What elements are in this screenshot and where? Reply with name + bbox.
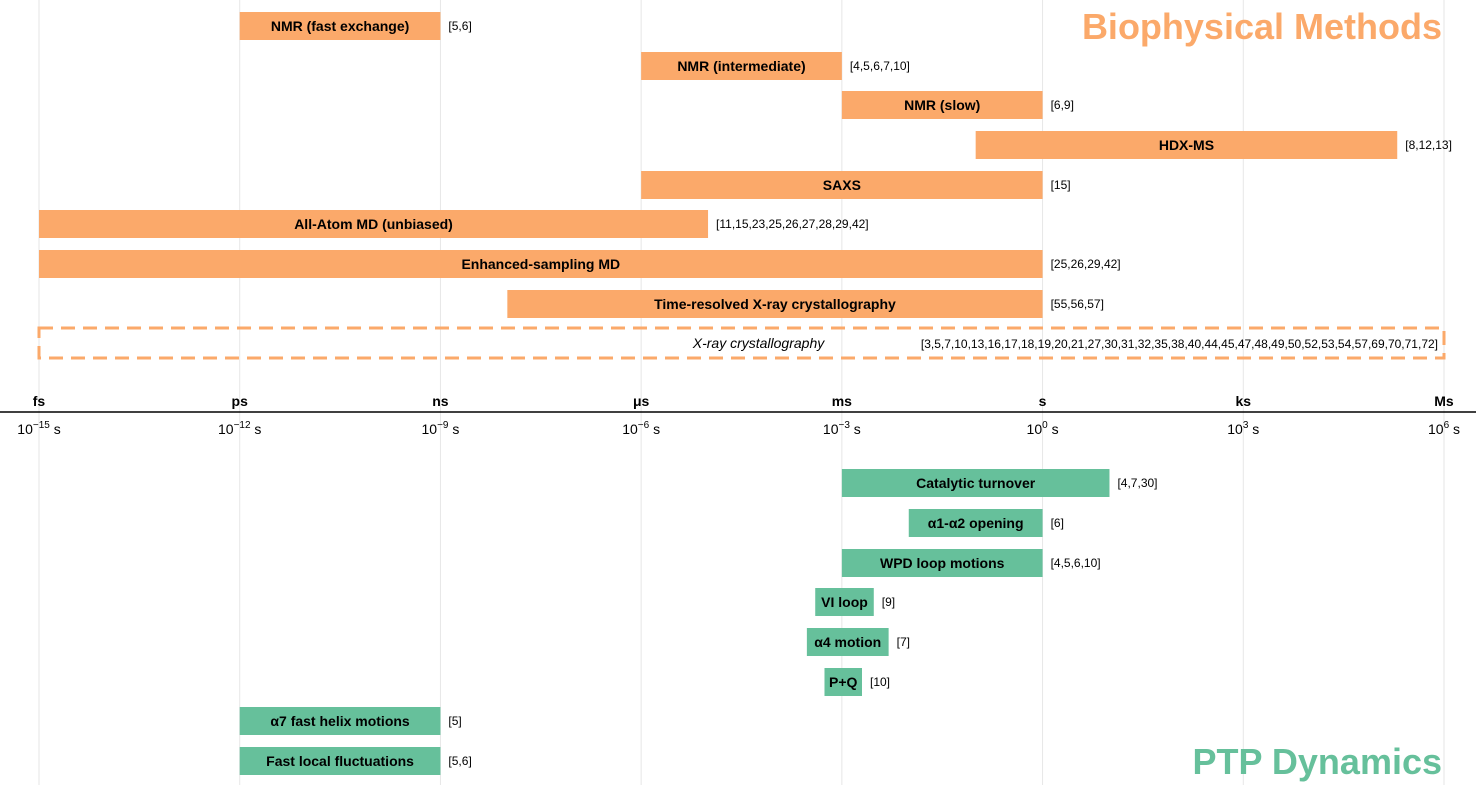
time-axis: fs 10−15 s ps 10−12 s ns 10−9 s μs 10−6 s ms 10−3… xyxy=(0,393,1476,437)
dynamics-bar-4-motion: α4 motion [7] xyxy=(806,628,910,656)
dynamics-bar-catalytic-turnover: Catalytic turnover [4,7,30] xyxy=(841,469,1158,497)
method-bar-ref: [6,9] xyxy=(1051,98,1074,112)
method-bar-all-atom-md-unbiased: All-Atom MD (unbiased) [11,15,23,25,26,27… xyxy=(39,210,869,238)
dynamics-bar-label: Fast local fluctuations xyxy=(266,753,414,769)
method-bar-time-resolved-x-ray-crystallography: Time-resolved X-ray crystallography [55,5… xyxy=(507,290,1104,318)
tick-unit-fs: fs xyxy=(33,393,46,409)
dynamics-bar-7-fast-helix-motions: α7 fast helix motions [5] xyxy=(239,707,462,735)
method-bar-nmr-fast-exchange: NMR (fast exchange) [5,6] xyxy=(239,12,472,40)
tick-unit-s: μs xyxy=(633,393,650,409)
tick-unit-ms: ms xyxy=(832,393,852,409)
tick-power-ks: 103 s xyxy=(1227,420,1259,437)
dynamics-bar-p-q: P+Q [10] xyxy=(824,668,890,696)
dynamics-bar-label: Catalytic turnover xyxy=(916,475,1036,491)
tick-power-s: 10−6 s xyxy=(622,420,660,437)
method-bar-label: X-ray crystallography xyxy=(692,335,825,351)
method-bar-ref: [5,6] xyxy=(448,19,471,33)
method-bar-label: Time-resolved X-ray crystallography xyxy=(654,296,896,312)
methods-section-title: Biophysical Methods xyxy=(1082,6,1442,47)
dynamics-bar-ref: [10] xyxy=(870,675,890,689)
tick-power-ms: 10−3 s xyxy=(823,420,861,437)
dynamics-bar-label: VI loop xyxy=(821,594,868,610)
tick-power-s: 100 s xyxy=(1027,420,1059,437)
dynamics-bar-ref: [4,5,6,10] xyxy=(1051,556,1101,570)
method-bar-saxs: SAXS [15] xyxy=(641,171,1071,199)
dynamics-bar-ref: [4,7,30] xyxy=(1117,476,1157,490)
tick-unit-ms: Ms xyxy=(1434,393,1454,409)
dynamics-bar-rect xyxy=(815,588,874,616)
method-bar-enhanced-sampling-md: Enhanced-sampling MD [25,26,29,42] xyxy=(39,250,1121,278)
method-bar-rect xyxy=(841,91,1043,119)
method-bar-ref: [11,15,23,25,26,27,28,29,42] xyxy=(716,217,869,231)
dynamics-bar-ref: [5] xyxy=(448,714,461,728)
tick-power-ms: 106 s xyxy=(1428,420,1460,437)
dynamics-bar-ref: [9] xyxy=(882,595,895,609)
method-bar-label: SAXS xyxy=(823,177,861,193)
dynamics-bar-rect xyxy=(239,747,441,775)
dynamics-bar-label: α4 motion xyxy=(814,634,881,650)
dynamics-bar-rect xyxy=(841,549,1043,577)
dynamics-bar-rect xyxy=(841,469,1110,497)
method-bar-nmr-intermediate: NMR (intermediate) [4,5,6,7,10] xyxy=(641,52,910,80)
dynamics-section-title: PTP Dynamics xyxy=(1193,741,1442,782)
tick-unit-ks: ks xyxy=(1235,393,1251,409)
dynamics-bar-label: P+Q xyxy=(829,674,858,690)
method-bar-rect xyxy=(39,250,1043,278)
tick-unit-s: s xyxy=(1039,393,1047,409)
dynamics-bar-label: α1-α2 opening xyxy=(928,515,1024,531)
method-bar-rect xyxy=(975,131,1398,159)
method-bar-rect xyxy=(641,52,842,80)
dynamics-bar-rect xyxy=(806,628,889,656)
tick-power-ps: 10−12 s xyxy=(218,420,261,437)
method-bar-rect xyxy=(641,171,1043,199)
method-bar-rect xyxy=(239,12,441,40)
method-bar-ref: [15] xyxy=(1051,178,1071,192)
dynamics-bar-fast-local-fluctuations: Fast local fluctuations [5,6] xyxy=(239,747,472,775)
dynamics-bar-rect xyxy=(824,668,862,696)
method-bar-rect xyxy=(37,326,1446,360)
method-bar-hdx-ms: HDX-MS [8,12,13] xyxy=(975,131,1452,159)
dynamics-bar-rect xyxy=(908,509,1043,537)
method-bar-label: HDX-MS xyxy=(1159,137,1214,153)
dynamics-bar-label: WPD loop motions xyxy=(880,555,1005,571)
dynamics-bar-1-2-opening: α1-α2 opening [6] xyxy=(908,509,1064,537)
dynamics-bar-rect xyxy=(239,707,441,735)
method-bar-nmr-slow: NMR (slow) [6,9] xyxy=(841,91,1074,119)
method-bar-x-ray-crystallography: X-ray crystallography [3,5,7,10,13,16,17,… xyxy=(37,326,1446,360)
dynamics-bar-vi-loop: VI loop [9] xyxy=(815,588,895,616)
method-bar-label: NMR (intermediate) xyxy=(677,58,805,74)
tick-power-ns: 10−9 s xyxy=(421,420,459,437)
method-bar-ref: [3,5,7,10,13,16,17,18,19,20,21,27,30,31,… xyxy=(921,337,1438,351)
method-bar-ref: [25,26,29,42] xyxy=(1051,257,1121,271)
dynamics-bar-label: α7 fast helix motions xyxy=(270,713,410,729)
method-bar-label: All-Atom MD (unbiased) xyxy=(294,216,453,232)
method-bar-ref: [8,12,13] xyxy=(1405,138,1452,152)
method-bar-label: NMR (slow) xyxy=(904,97,980,113)
dynamics-bar-wpd-loop-motions: WPD loop motions [4,5,6,10] xyxy=(841,549,1101,577)
dynamics-bar-ref: [5,6] xyxy=(448,754,471,768)
methods-bars: NMR (fast exchange) [5,6] NMR (intermediat… xyxy=(37,12,1452,360)
dynamics-bar-ref: [6] xyxy=(1051,516,1064,530)
grid-lines xyxy=(38,0,1445,785)
dynamics-bars: Catalytic turnover [4,7,30] α1-α2 opening [… xyxy=(239,469,1158,775)
method-bar-label: Enhanced-sampling MD xyxy=(461,256,620,272)
method-bar-ref: [4,5,6,7,10] xyxy=(850,59,910,73)
method-bar-ref: [55,56,57] xyxy=(1051,297,1104,311)
method-bar-label: NMR (fast exchange) xyxy=(271,18,409,34)
method-bar-rect xyxy=(39,210,709,238)
dynamics-bar-ref: [7] xyxy=(897,635,910,649)
tick-unit-ns: ns xyxy=(432,393,449,409)
tick-power-fs: 10−15 s xyxy=(17,420,60,437)
tick-unit-ps: ps xyxy=(232,393,249,409)
method-bar-rect xyxy=(507,290,1043,318)
